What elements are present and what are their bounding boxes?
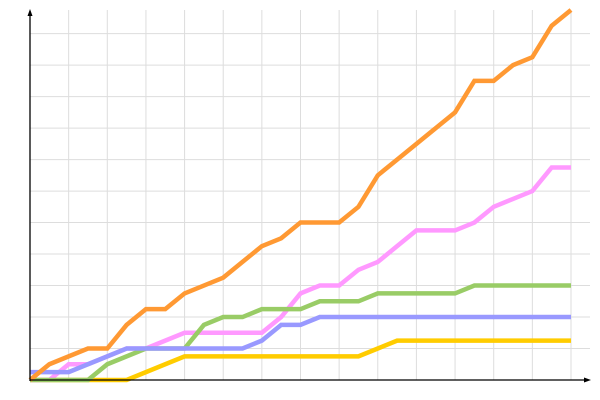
y-axis-arrow-icon	[27, 9, 33, 16]
x-axis-arrow-icon	[584, 377, 591, 383]
series-group	[28, 8, 573, 383]
series-line-4	[28, 8, 573, 382]
series-line-2	[30, 283, 571, 383]
series-line-3	[30, 314, 571, 375]
axes	[27, 9, 591, 383]
grid	[30, 10, 590, 380]
